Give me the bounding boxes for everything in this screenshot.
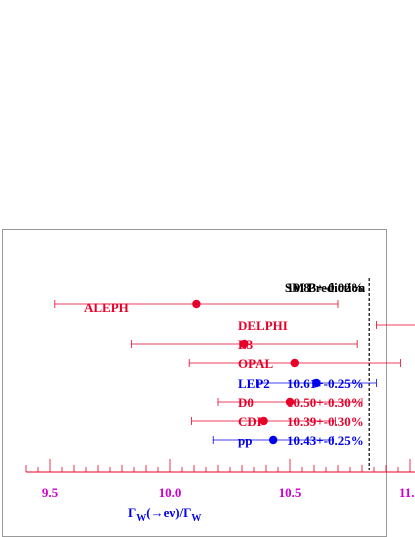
data-point-opal xyxy=(290,358,299,368)
sm-prediction-value: 10.83+-0.02% xyxy=(287,280,364,295)
label-opal: OPAL xyxy=(238,356,273,371)
data-point-l3 xyxy=(240,339,249,349)
value-pp: 10.43+-0.25% xyxy=(287,433,364,448)
data-point-aleph xyxy=(192,299,201,309)
value-d0: 10.50+-0.30% xyxy=(287,395,364,410)
x-axis: 9.510.010.511.011.5 xyxy=(25,459,415,500)
x-axis-label: ΓW(→eν)/ΓW xyxy=(128,505,201,524)
label-aleph: ALEPH xyxy=(84,300,129,315)
data-point-pp xyxy=(269,435,278,445)
x-tick-label: 10.5 xyxy=(279,485,302,500)
x-tick-label: 9.5 xyxy=(42,485,59,500)
label-d0: D0 xyxy=(238,395,254,410)
x-tick-label: 11.0 xyxy=(399,485,415,500)
label-delphi: DELPHI xyxy=(238,318,288,333)
value-cdf: 10.39+-0.30% xyxy=(287,414,364,429)
label-lep2: LEP2 xyxy=(238,376,270,391)
measurement-marks: ALEPH DELPHI L3 OPAL LEP2 10.61+-0.25% D0 10.50… xyxy=(54,299,415,448)
value-lep2: 10.61+-0.25% xyxy=(287,376,364,391)
label-pp: pp xyxy=(238,433,252,448)
sm-prediction-label: SM Prediction xyxy=(285,280,366,295)
x-tick-label: 10.0 xyxy=(159,485,182,500)
data-point-lep2 xyxy=(312,378,321,388)
data-point-d0 xyxy=(285,397,295,407)
label-cdf: CDF xyxy=(238,414,265,429)
data-point-cdf xyxy=(259,416,268,426)
label-l3: L3 xyxy=(238,337,254,352)
